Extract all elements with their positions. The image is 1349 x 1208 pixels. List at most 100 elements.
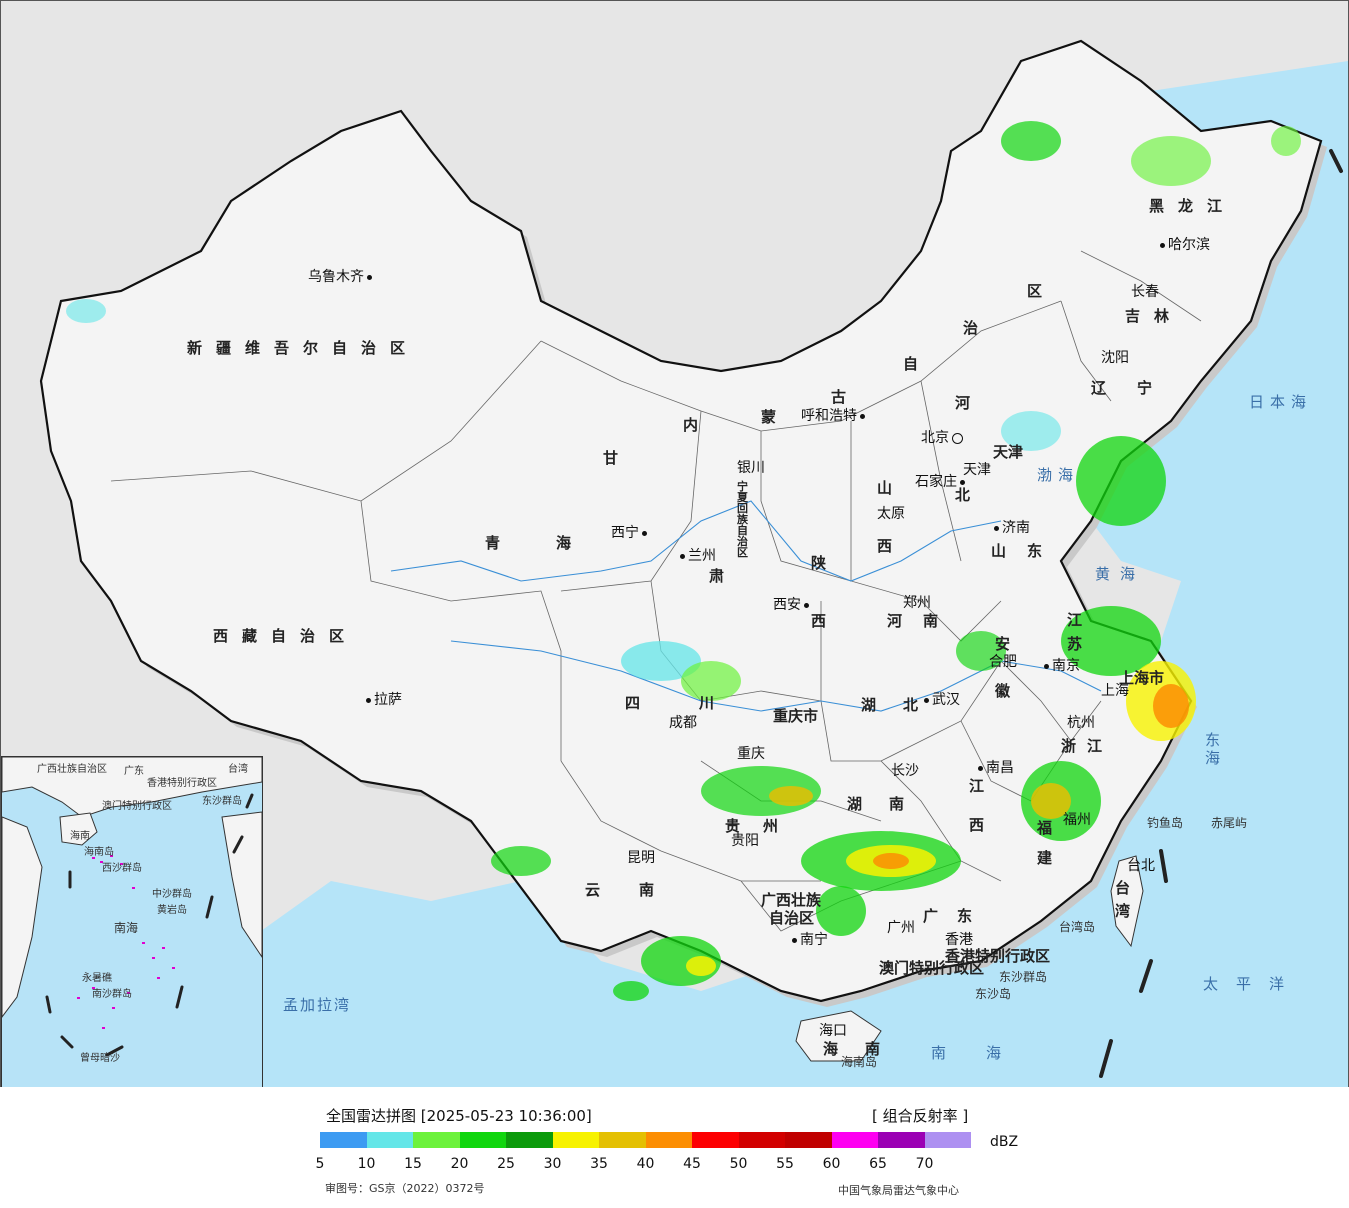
province-label: 南 [639,881,655,899]
legend-tick-label: 25 [497,1156,515,1172]
legend-swatch [459,1132,506,1148]
legend-tick-label: 45 [683,1156,701,1172]
city-label: 昆明 [627,850,655,866]
province-label: 南 [889,795,905,813]
legend-swatch [366,1132,413,1148]
city-label: 济南 [991,521,1030,535]
echo [1061,606,1161,676]
province-label: 甘 [603,449,619,467]
province-label: 北 [955,486,971,504]
city-label-capital: 北京 [921,431,963,445]
legend-tick-label: 5 [315,1156,325,1172]
sea-label: 南海 [931,1044,1042,1062]
china-land [39,39,1323,1003]
legend-swatch [878,1132,925,1148]
legend-tick-label: 30 [543,1156,562,1172]
province-label: 香港特别行政区 [945,947,1051,965]
province-label: 西 [811,612,827,630]
legend-swatch [924,1132,971,1148]
city-label: 台北 [1127,858,1155,874]
sea-label: 渤海 [1037,466,1080,484]
echo [873,853,909,869]
legend-swatch [506,1132,553,1148]
city-label: 乌鲁木齐 [308,270,375,284]
echo [613,981,649,1001]
city-label: 杭州 [1067,715,1095,731]
province-label: 河 [955,394,971,412]
city-label: 太原 [877,506,905,522]
city-label: 贵阳 [731,833,759,849]
legend-swatch [413,1132,460,1148]
city-label: 南宁 [789,933,828,947]
province-label: 青 [485,534,501,552]
inset-label: 东沙群岛 [202,796,242,807]
echo [66,299,106,323]
echo [1001,121,1061,161]
inset-label: 海南岛 [84,847,114,858]
province-label: 吉林 [1125,307,1184,325]
inset-label: 黄岩岛 [157,905,187,916]
island-label: 海南岛 [841,1055,878,1069]
province-label: 四 [625,694,641,712]
echo [1031,783,1071,819]
legend-product: [ 组合反射率 ] [872,1107,969,1125]
inset-label: 香港特别行政区 [147,778,217,789]
city-label: 呼和浩特 [801,409,868,423]
inset-label: 广西壮族自治区 [37,764,107,775]
echo [1153,684,1189,728]
approval-number: 审图号：GS京（2022）0372号 [325,1182,485,1195]
city-label: 上海 [1101,683,1129,699]
province-label: 蒙 [761,408,777,426]
inset-west-coast [2,816,43,1018]
taiwan-island [1110,855,1144,948]
inset-label: 海南 [70,831,90,842]
province-label: 河 [887,612,903,630]
city-label: 合肥 [989,654,1017,670]
echo [1131,136,1211,186]
rivers [390,500,1102,712]
echo [816,886,866,936]
legend-tick-label: 70 [915,1156,934,1172]
province-label: 辽 [1091,379,1107,397]
legend-unit: dBZ [990,1134,1019,1150]
legend-tick-label: 20 [450,1156,469,1172]
inset-label: 南海 [114,921,139,935]
legend-tick-label: 65 [869,1156,887,1172]
province-label: 湾 [1115,902,1131,920]
city-label: 哈尔滨 [1157,238,1210,252]
island-label: 东沙岛 [975,987,1012,1001]
legend-tick-label: 40 [636,1156,655,1172]
legend-swatch [692,1132,739,1148]
province-label: 湖 [847,795,863,813]
province-label: 台 [1115,879,1131,897]
province-label: 建 [1037,849,1053,867]
city-label: 长沙 [891,763,919,779]
city-label: 福州 [1063,812,1091,828]
legend-swatch [645,1132,692,1148]
province-label: 新疆维吾尔自治区 [187,339,420,357]
organization-label: 中国气象局雷达气象中心 [838,1184,959,1197]
sea-label: 太平洋 [1203,975,1303,993]
radar-map: 新疆维吾尔自治区 西藏自治区 青 海 甘 肃 内 蒙 古 自 治 区 黑龙江 吉… [0,0,1349,1088]
province-label: 西藏自治区 [213,627,359,645]
city-label: 重庆 [737,746,765,762]
province-label: 治 [963,319,979,337]
inset-label: 曾母暗沙 [80,1053,120,1064]
province-label: 黑龙江 [1149,197,1237,215]
province-label: 东 [1027,542,1043,560]
province-label: 广 [923,907,939,925]
legend-tick-label: 55 [776,1156,794,1172]
inset-label: 广东 [124,766,144,777]
city-label: 石家庄 [915,475,968,489]
city-label: 南昌 [975,761,1014,775]
province-label: 福 [1037,819,1053,837]
province-label: 自治区 [769,909,815,927]
legend-tick-label: 10 [357,1156,376,1172]
echo [491,846,551,876]
city-label: 沈阳 [1101,350,1129,366]
city-label: 广州 [887,920,915,936]
inset-nine-dash [45,793,254,1057]
province-label: 宁 [1137,379,1153,397]
province-label: 东 [957,907,973,925]
echo [686,956,716,976]
